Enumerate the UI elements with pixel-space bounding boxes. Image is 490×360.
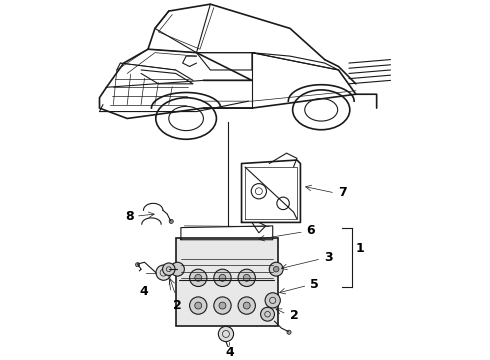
Circle shape — [228, 347, 231, 351]
Circle shape — [156, 265, 171, 280]
Text: 4: 4 — [225, 346, 234, 359]
Circle shape — [238, 297, 255, 314]
Circle shape — [136, 262, 140, 267]
Circle shape — [243, 302, 250, 309]
Circle shape — [171, 262, 184, 276]
Circle shape — [214, 297, 231, 314]
Text: 3: 3 — [325, 251, 333, 264]
Text: 8: 8 — [125, 210, 133, 223]
Circle shape — [190, 297, 207, 314]
Circle shape — [195, 302, 202, 309]
Circle shape — [169, 219, 173, 224]
Circle shape — [219, 274, 226, 281]
Text: 6: 6 — [307, 224, 315, 237]
Circle shape — [287, 330, 291, 334]
Circle shape — [219, 327, 234, 342]
FancyBboxPatch shape — [176, 238, 278, 327]
Circle shape — [265, 293, 280, 308]
Circle shape — [214, 269, 231, 287]
Circle shape — [269, 262, 283, 276]
Text: 5: 5 — [310, 278, 319, 291]
Circle shape — [261, 307, 274, 321]
Circle shape — [243, 274, 250, 281]
Circle shape — [163, 263, 175, 275]
Text: 7: 7 — [338, 186, 346, 199]
Text: 4: 4 — [140, 285, 148, 298]
Text: 1: 1 — [356, 242, 365, 255]
Circle shape — [190, 269, 207, 287]
Circle shape — [273, 266, 279, 272]
Text: 2: 2 — [173, 299, 182, 312]
Circle shape — [195, 274, 202, 281]
Circle shape — [219, 302, 226, 309]
Text: 2: 2 — [290, 310, 299, 323]
Circle shape — [238, 269, 255, 287]
